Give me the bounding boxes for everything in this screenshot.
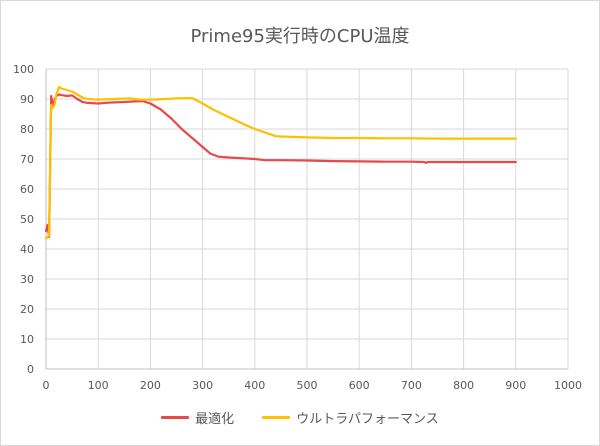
y-tick-label-70: 70 [20,153,34,166]
legend-item-series-1: ウルトラパフォーマンス [262,408,439,427]
legend-swatch-series-1 [262,416,291,419]
legend-item-series-0: 最適化 [161,408,234,427]
legend-swatch-series-0 [161,416,190,419]
x-tick-label-200: 200 [140,379,161,392]
legend-label-series-1: ウルトラパフォーマンス [296,412,439,427]
chart-title: Prime95実行時のCPU温度 [190,26,410,47]
series-line-1 [44,85,517,240]
x-tick-label-700: 700 [401,379,422,392]
y-tick-label-80: 80 [20,123,34,136]
y-tick-label-90: 90 [20,93,34,106]
y-tick-label-10: 10 [20,333,34,346]
x-tick-label-600: 600 [349,379,370,392]
y-tick-label-0: 0 [27,363,34,376]
series-line-0 [44,93,517,239]
x-tick-label-500: 500 [297,379,318,392]
x-tick-label-900: 900 [505,379,526,392]
y-tick-label-20: 20 [20,303,34,316]
legend-label-series-0: 最適化 [195,412,235,427]
axes [45,69,568,370]
y-tick-label-30: 30 [20,273,34,286]
x-tick-label-1000: 1000 [554,379,582,392]
y-tick-label-100: 100 [13,63,34,76]
series-lines [44,85,517,240]
y-tick-label-40: 40 [20,243,34,256]
y-tick-label-50: 50 [20,213,34,226]
x-tick-label-0: 0 [43,379,50,392]
legend: 最適化 ウルトラパフォーマンス [0,408,600,427]
y-tick-label-60: 60 [20,183,34,196]
x-tick-label-800: 800 [453,379,474,392]
x-tick-label-300: 300 [192,379,213,392]
grid-lines [46,68,569,369]
x-tick-label-400: 400 [244,379,265,392]
x-tick-label-100: 100 [88,379,109,392]
